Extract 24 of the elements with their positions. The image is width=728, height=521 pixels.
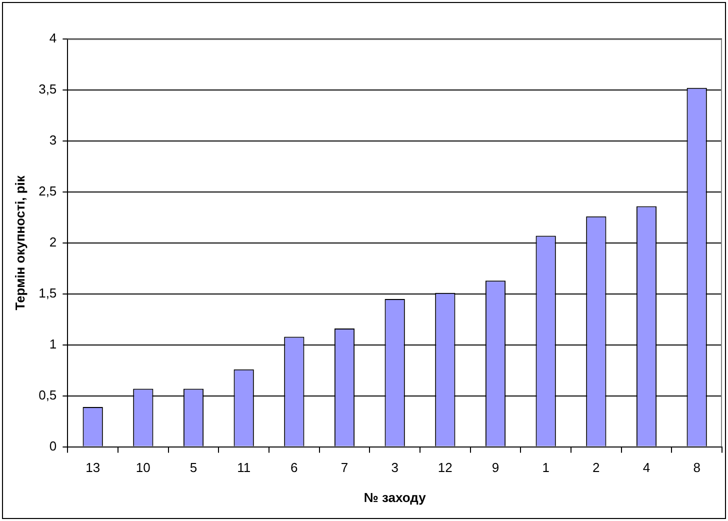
x-tick-label: 5 [190, 460, 198, 476]
y-tick-label: 3,5 [38, 82, 57, 97]
x-tick-label: 6 [290, 460, 298, 476]
x-axis-title: № заходу [364, 490, 427, 505]
x-tick-label: 10 [136, 460, 150, 476]
x-tick-label: 11 [237, 460, 251, 476]
y-tick-label: 0,5 [38, 387, 57, 402]
y-tick-label: 3 [49, 132, 57, 148]
y-tick-label: 1 [49, 336, 57, 352]
y-axis-title: Термін окупності, рік [12, 175, 28, 310]
y-tick-label: 4 [49, 30, 57, 46]
x-tick-label: 1 [542, 460, 550, 476]
x-tick-label: 8 [693, 460, 700, 476]
y-tick-label: 0 [49, 438, 57, 454]
x-tick-label: 7 [340, 460, 348, 476]
x-tick-label: 9 [492, 460, 500, 476]
x-tick-label: 2 [592, 460, 600, 476]
y-tick-label: 1,5 [38, 285, 57, 300]
x-tick-label: 4 [642, 460, 650, 476]
x-tick-label: 13 [86, 460, 100, 476]
y-tick-label: 2,5 [38, 184, 57, 199]
y-tick-label: 2 [49, 234, 57, 250]
x-tick-label: 3 [391, 460, 398, 476]
x-tick-label: 12 [438, 460, 452, 476]
